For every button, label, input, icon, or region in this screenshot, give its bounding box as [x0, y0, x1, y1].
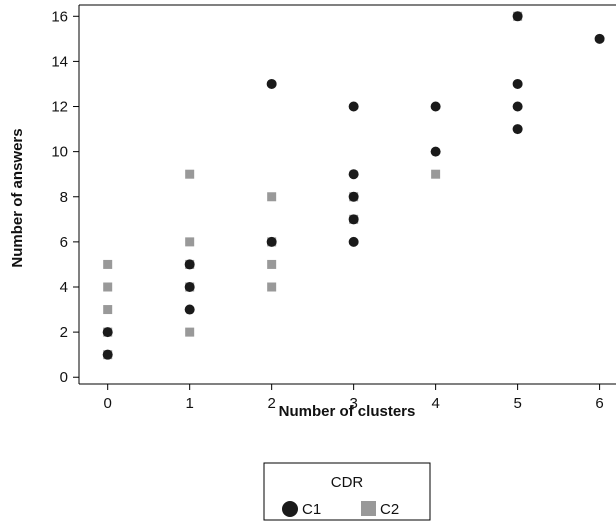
c1-point — [348, 236, 359, 247]
c1-point — [512, 78, 523, 89]
x-tick-label: 4 — [431, 395, 439, 412]
c1-point — [512, 124, 523, 135]
c1-point — [102, 349, 113, 360]
c1-point — [102, 327, 113, 338]
c2-point — [267, 192, 277, 202]
c2-point — [103, 305, 113, 315]
c1-point — [348, 214, 359, 225]
c2-point — [185, 169, 195, 179]
x-tick-label: 2 — [267, 395, 275, 412]
legend-c2-label: C2 — [380, 501, 399, 518]
c1-point — [348, 191, 359, 202]
c1-point — [266, 78, 277, 89]
c1-point — [348, 169, 359, 180]
y-tick-label: 16 — [51, 8, 68, 25]
legend: CDR C1 C2 — [263, 462, 431, 521]
c2-point — [185, 327, 195, 337]
y-tick-label: 6 — [60, 234, 68, 251]
c1-point — [348, 101, 359, 112]
y-tick-label: 10 — [51, 144, 68, 161]
x-tick-label: 6 — [595, 395, 603, 412]
x-ticks: 0 1 2 3 4 5 6 — [104, 384, 604, 412]
c1-point — [184, 281, 195, 292]
y-tick-label: 0 — [60, 369, 68, 386]
legend-c2-marker — [361, 501, 376, 516]
y-tick-label: 4 — [60, 279, 68, 296]
y-ticks: 0 2 4 6 8 10 12 14 16 — [51, 8, 79, 386]
legend-c1-label: C1 — [302, 501, 321, 518]
c1-point — [512, 11, 523, 22]
c2-point — [185, 237, 195, 247]
c1-point — [266, 236, 277, 247]
legend-c1-marker — [282, 501, 298, 517]
c2-point — [267, 282, 277, 292]
x-tick-label: 0 — [104, 395, 112, 412]
y-tick-label: 2 — [60, 324, 68, 341]
y-axis-title: Number of answers — [9, 128, 26, 267]
c2-point — [103, 282, 113, 292]
c1-point — [184, 259, 195, 270]
c2-point — [267, 259, 277, 269]
c1-point — [430, 101, 441, 112]
x-tick-label: 3 — [349, 395, 357, 412]
x-tick-label: 5 — [513, 395, 521, 412]
y-tick-label: 14 — [51, 53, 68, 70]
c1-point — [184, 304, 195, 315]
c2-point — [103, 259, 113, 269]
series-c2-points — [103, 11, 523, 360]
series-c1-points — [102, 11, 605, 360]
c2-point — [431, 169, 441, 179]
y-tick-label: 8 — [60, 189, 68, 206]
c1-point — [512, 101, 523, 112]
legend-title: CDR — [331, 474, 364, 491]
x-axis-title: Number of clusters — [279, 403, 416, 420]
c1-point — [594, 33, 605, 44]
x-tick-label: 1 — [186, 395, 194, 412]
y-tick-label: 12 — [51, 99, 68, 116]
c1-point — [430, 146, 441, 157]
